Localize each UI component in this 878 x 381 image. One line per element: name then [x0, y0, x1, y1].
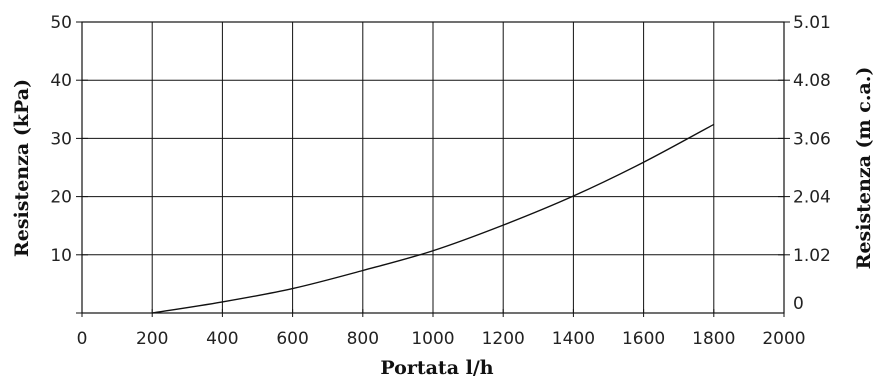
x-tick-label: 2000 [762, 329, 805, 349]
x-tick-label: 400 [206, 329, 238, 349]
series-line [152, 123, 715, 314]
x-tick-label: 1200 [482, 329, 525, 349]
y2-axis-title: Resistenza (m c.a.) [853, 67, 875, 270]
y2-tick-label: 2.04 [793, 188, 831, 208]
x-tick-labels: 0 200 400 600 800 1000 1200 1400 1600 1800 2000 [77, 329, 806, 349]
y2-tick-label: 4.08 [793, 71, 831, 91]
y-tick-label: 50 [50, 13, 72, 33]
plot-frame [81, 21, 785, 314]
y-tick-label: 10 [50, 246, 72, 266]
x-tick-label: 1600 [622, 329, 665, 349]
y2-tick-label: 0 [793, 294, 804, 314]
y-axis-title: Resistenza (kPa) [11, 79, 33, 257]
x-tick-label: 1000 [411, 329, 454, 349]
grid [76, 21, 790, 317]
x-tick-label: 600 [276, 329, 308, 349]
y-tick-label: 20 [50, 188, 72, 208]
x-tick-label: 1400 [552, 329, 595, 349]
y-tick-labels: 10 20 30 40 50 [50, 13, 72, 266]
x-axis-title: Portata l/h [380, 357, 493, 379]
y2-tick-label: 1.02 [793, 246, 831, 266]
x-tick-label: 800 [347, 329, 379, 349]
y-tick-label: 40 [50, 71, 72, 91]
y2-tick-label: 3.06 [793, 129, 831, 149]
x-tick-label: 200 [136, 329, 168, 349]
x-tick-label: 0 [77, 329, 88, 349]
x-tick-label: 1800 [692, 329, 735, 349]
y2-tick-labels: 0 1.02 2.04 3.06 4.08 5.01 [793, 13, 831, 314]
y2-tick-label: 5.01 [793, 13, 831, 33]
y-tick-label: 30 [50, 129, 72, 149]
